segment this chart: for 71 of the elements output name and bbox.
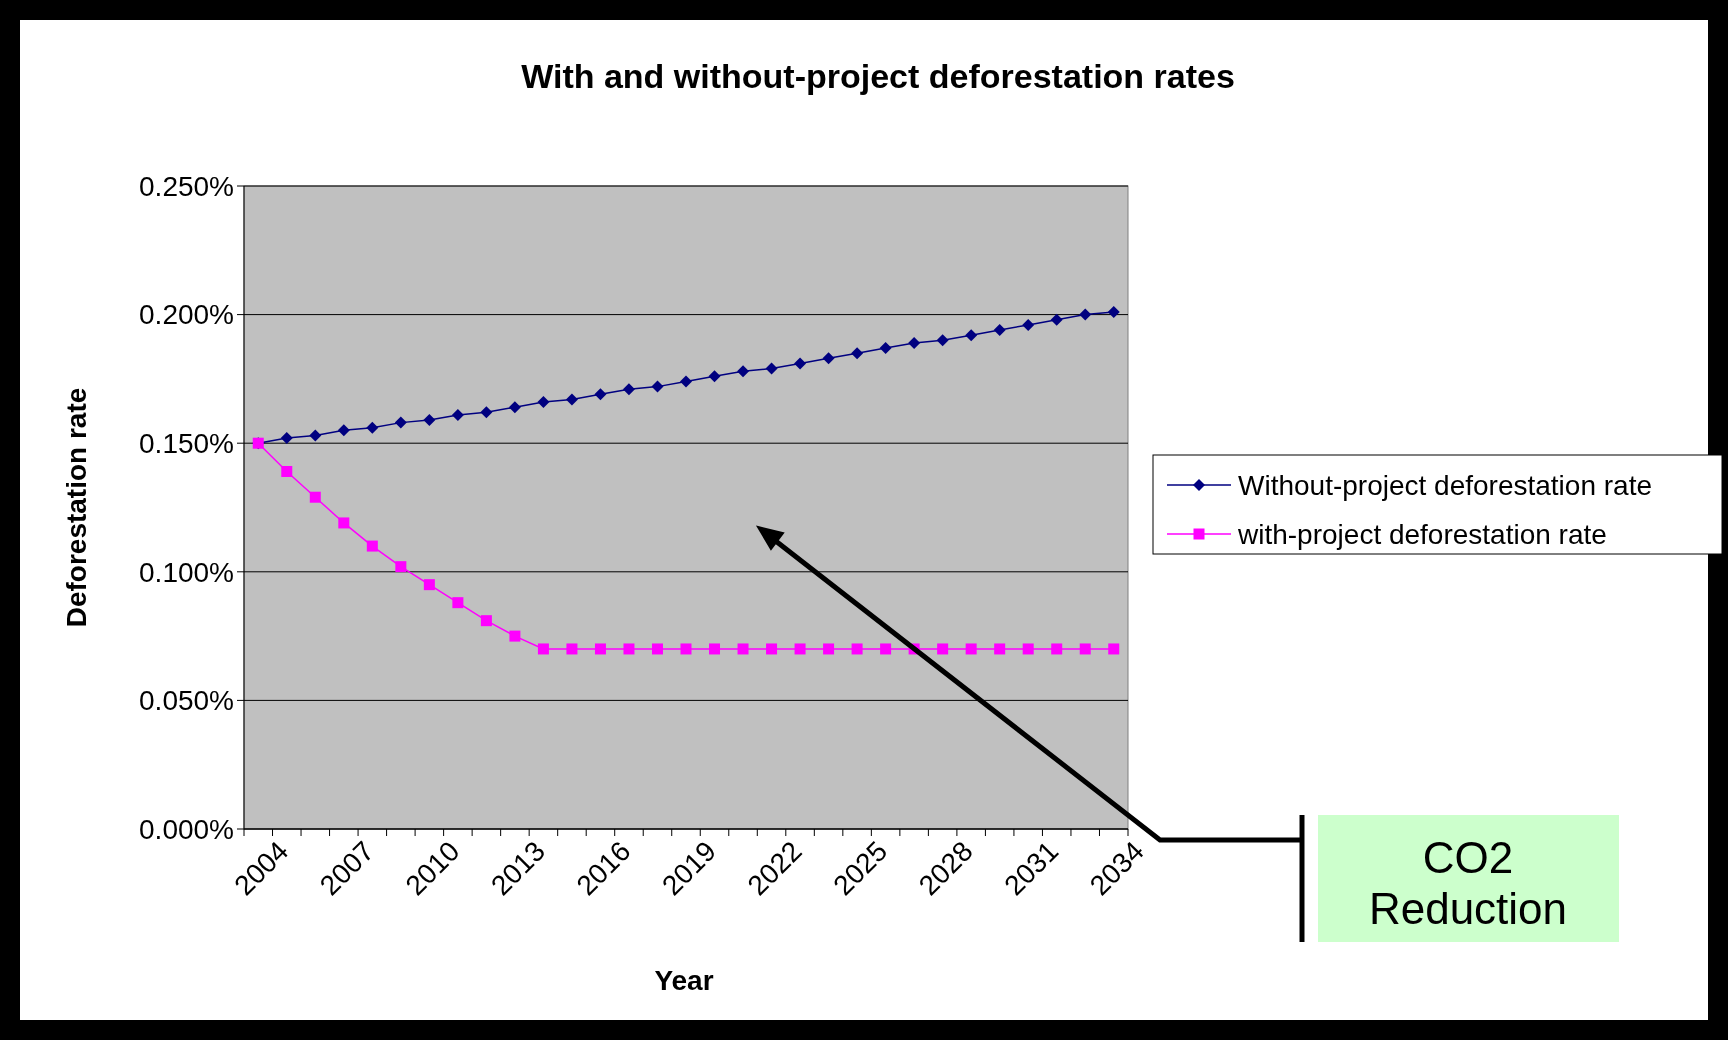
point [794, 357, 807, 370]
point [594, 643, 606, 655]
text: CO2 Reduction [1368, 833, 1568, 933]
point [680, 643, 692, 655]
point [651, 643, 663, 655]
y-tick-label: 0.050% [139, 685, 234, 717]
point [994, 643, 1006, 655]
point [338, 517, 350, 529]
point [794, 643, 806, 655]
point [1107, 306, 1120, 319]
point [394, 416, 407, 429]
point [1079, 643, 1091, 655]
point [766, 643, 778, 655]
point [423, 414, 436, 427]
y-tick-label: 0.000% [139, 813, 234, 845]
legend-label: with-project deforestation rate [1237, 518, 1607, 550]
point [622, 383, 635, 396]
point [594, 388, 607, 401]
point [851, 643, 863, 655]
point [680, 375, 692, 388]
point [993, 324, 1006, 337]
point [1022, 318, 1035, 331]
point [765, 362, 778, 375]
point [366, 540, 378, 552]
point [281, 465, 293, 477]
point [451, 408, 464, 421]
point [908, 336, 921, 349]
point [1022, 643, 1034, 655]
point [823, 643, 835, 655]
y-axis-title: Deforestation rate [61, 387, 92, 628]
point [965, 643, 977, 655]
point [880, 643, 892, 655]
point [623, 643, 635, 655]
point [366, 421, 379, 434]
point [566, 643, 578, 655]
y-tick-label: 0.150% [139, 428, 234, 459]
point [708, 370, 721, 383]
point [452, 597, 464, 609]
point [537, 643, 549, 655]
point [709, 643, 721, 655]
point [480, 615, 492, 627]
point [737, 365, 750, 378]
point [480, 406, 493, 419]
point [1051, 643, 1063, 655]
point [395, 561, 407, 573]
point [937, 643, 949, 655]
x-axis-title: Year [654, 965, 714, 996]
point [651, 380, 664, 393]
point [537, 396, 550, 409]
point [309, 429, 322, 442]
point [1079, 308, 1092, 321]
y-tick-label: 0.200% [139, 299, 234, 331]
legend-label: Without-project deforestation rate [1238, 469, 1652, 501]
y-tick-label: 0.100% [139, 556, 234, 588]
point [509, 630, 521, 642]
point [965, 329, 978, 342]
point [1050, 313, 1063, 326]
point [1108, 643, 1120, 655]
point [508, 401, 521, 414]
point [822, 352, 835, 365]
point [737, 643, 749, 655]
point [936, 334, 949, 347]
point [851, 347, 864, 360]
point [879, 342, 892, 355]
point [423, 579, 435, 591]
point [309, 491, 321, 503]
point [280, 432, 293, 445]
chart-title: With and without-project deforestation rates [521, 57, 1235, 95]
y-tick-label: 0.250% [139, 170, 234, 202]
point [337, 424, 350, 437]
point [565, 393, 578, 406]
